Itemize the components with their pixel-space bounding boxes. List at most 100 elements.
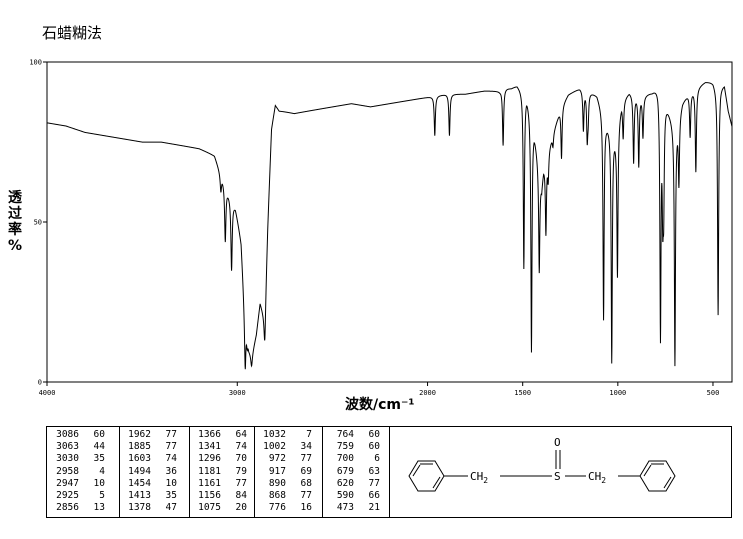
peak-transmittance: 77 [165,429,177,440]
peak-table-column: 764 60 759 60 700 6 679 63 620 77 590 66 473 21 [324,429,380,514]
peak-transmittance: 36 [165,465,177,477]
peak-table-row: 3086 60 [49,429,105,441]
x-tick-label: 1500 [514,389,531,397]
ch2-right-label: CH2 [588,470,606,485]
peak-transmittance: 68 [300,477,312,489]
peak-table-column: 3086 60 3063 44 3030 35 2958 4 2947 10 2925 5 2856 13 [49,429,105,514]
peak-transmittance: 70 [235,453,247,465]
y-tick-label: 100 [29,59,42,67]
peak-transmittance: 4 [99,465,105,477]
sulfur-label: S [554,470,561,483]
y-axis-label-char: 过 [8,206,22,222]
y-tick-label: 50 [34,219,42,227]
table-divider [322,427,323,517]
peak-table-row: 1885 77 [121,441,177,453]
peak-table-row: 1075 20 [191,502,247,514]
peak-table-row: 764 60 [324,429,380,441]
peak-transmittance: 10 [165,477,177,489]
x-tick-label: 4000 [39,389,56,397]
y-axis-label-char: 透 [8,190,22,206]
structure-drawing: CH2 S O CH2 [408,436,676,492]
peak-transmittance: 77 [368,477,380,489]
benzene-ring-left [408,460,445,492]
peak-wavenumber: 1378 [128,502,151,514]
peak-transmittance: 6 [374,453,380,465]
peak-wavenumber: 1032 [263,429,286,440]
peak-table-row: 1413 35 [121,490,177,502]
peak-wavenumber: 890 [268,477,286,489]
peak-table-row: 868 77 [256,490,312,502]
peak-wavenumber: 1181 [198,465,221,477]
peak-wavenumber: 1603 [128,453,151,465]
peak-wavenumber: 473 [336,502,354,514]
peak-wavenumber: 1885 [128,441,151,453]
peak-table-row: 2856 13 [49,502,105,514]
peak-transmittance: 74 [235,441,247,453]
peak-wavenumber: 1962 [128,429,151,440]
peak-table-row: 917 69 [256,466,312,478]
peak-transmittance: 60 [93,429,105,440]
peak-wavenumber: 3086 [56,429,79,440]
peak-table-row: 2947 10 [49,478,105,490]
peak-transmittance: 10 [93,477,105,489]
peak-wavenumber: 2958 [56,465,79,477]
peak-table-row: 972 77 [256,453,312,465]
y-axis-label-char: % [7,238,23,254]
molecular-structure: CH2 S O CH2 [390,426,732,518]
peak-table-row: 2925 5 [49,490,105,502]
peak-table-column: 1366 64 1341 74 1296 70 1181 79 1161 77 1156 84 1075… [191,429,247,514]
peak-table-row: 679 63 [324,466,380,478]
peak-table-row: 776 16 [256,502,312,514]
peak-wavenumber: 1002 [263,441,286,453]
peak-transmittance: 34 [300,441,312,453]
method-label: 石蜡糊法 [42,24,103,42]
peak-wavenumber: 1161 [198,477,221,489]
peak-table-row: 3063 44 [49,441,105,453]
peak-wavenumber: 3030 [56,453,79,465]
peak-wavenumber: 590 [336,490,354,502]
peak-transmittance: 7 [306,429,312,440]
peak-transmittance: 21 [368,502,380,514]
peak-table-row: 1002 34 [256,441,312,453]
peak-transmittance: 35 [165,490,177,502]
axis-ticks: 4000 3000 2000 1500 1000 500 0 50 100 [29,59,719,398]
peak-table-row: 2958 4 [49,466,105,478]
peak-table: 3086 60 3063 44 3030 35 2958 4 2947 10 2925 5 2856 13… [46,426,390,518]
peak-table-row: 1454 10 [121,478,177,490]
peak-transmittance: 60 [368,429,380,440]
peak-wavenumber: 759 [336,441,354,453]
peak-table-row: 1161 77 [191,478,247,490]
peak-transmittance: 84 [235,490,247,502]
peak-transmittance: 60 [368,441,380,453]
peak-wavenumber: 1296 [198,453,221,465]
peak-table-row: 1603 74 [121,453,177,465]
peak-table-row: 1296 70 [191,453,247,465]
peak-table-row: 1181 79 [191,466,247,478]
peak-transmittance: 64 [235,429,247,440]
peak-table-row: 700 6 [324,453,380,465]
peak-wavenumber: 2947 [56,477,79,489]
peak-table-row: 1962 77 [121,429,177,441]
peak-table-row: 1366 64 [191,429,247,441]
peak-transmittance: 69 [300,465,312,477]
peak-table-row: 590 66 [324,490,380,502]
peak-transmittance: 16 [300,502,312,514]
table-divider [254,427,255,517]
peak-wavenumber: 1454 [128,477,151,489]
peak-transmittance: 13 [93,502,105,514]
peak-transmittance: 35 [93,453,105,465]
peak-wavenumber: 917 [268,465,286,477]
peak-wavenumber: 620 [336,477,354,489]
peak-table-row: 1341 74 [191,441,247,453]
plot-frame [46,61,733,383]
peak-wavenumber: 972 [268,453,286,465]
peak-transmittance: 77 [165,441,177,453]
peak-transmittance: 47 [165,502,177,514]
peak-table-row: 1156 84 [191,490,247,502]
peak-table-column: 1032 7 1002 34 972 77 917 69 890 68 868 77 776 16 [256,429,312,514]
peak-table-row: 759 60 [324,441,380,453]
x-tick-label: 1000 [609,389,626,397]
y-tick-label: 0 [38,379,42,387]
peak-transmittance: 44 [93,441,105,453]
x-tick-label: 3000 [229,389,246,397]
